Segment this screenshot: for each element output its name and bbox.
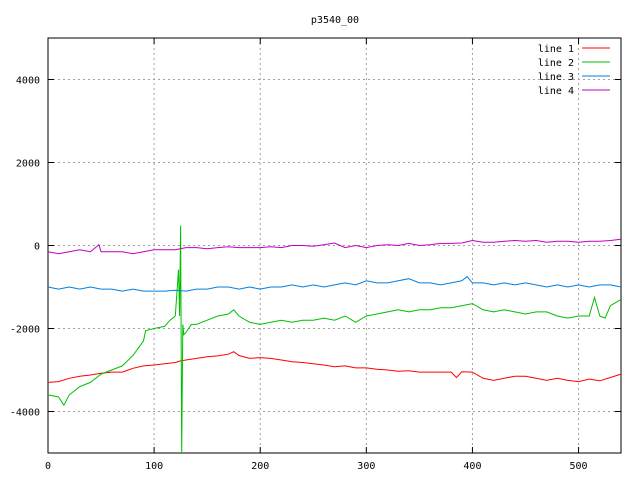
x-tick-label: 200 bbox=[251, 461, 269, 472]
legend: line 1 line 2 line 3 line 4 bbox=[538, 44, 610, 97]
x-tick-label: 300 bbox=[357, 461, 375, 472]
series-lines bbox=[47, 225, 622, 454]
x-tick-label: 0 bbox=[45, 461, 51, 472]
series-line-1 bbox=[47, 351, 622, 383]
y-tick-label: 0 bbox=[34, 242, 40, 253]
series-line-4 bbox=[47, 238, 622, 255]
chart-title: p3540_00 bbox=[311, 15, 359, 26]
x-tick-label: 100 bbox=[145, 461, 163, 472]
grid-lines bbox=[48, 38, 621, 453]
y-tick-label: 4000 bbox=[16, 76, 40, 87]
legend-label-1: line 1 bbox=[538, 44, 574, 55]
x-tick-label: 500 bbox=[570, 461, 588, 472]
legend-label-3: line 3 bbox=[538, 72, 574, 83]
y-tick-label: -2000 bbox=[10, 325, 40, 336]
series-line-2 bbox=[47, 225, 622, 454]
axis-ticks: 0 100 200 300 400 500 -4000 -2000 0 2000 4000 bbox=[10, 38, 621, 472]
y-tick-label: -4000 bbox=[10, 408, 40, 419]
x-tick-label: 400 bbox=[463, 461, 481, 472]
legend-label-2: line 2 bbox=[538, 58, 574, 69]
legend-label-4: line 4 bbox=[538, 86, 574, 97]
y-tick-label: 2000 bbox=[16, 159, 40, 170]
series-line-3 bbox=[47, 275, 622, 292]
